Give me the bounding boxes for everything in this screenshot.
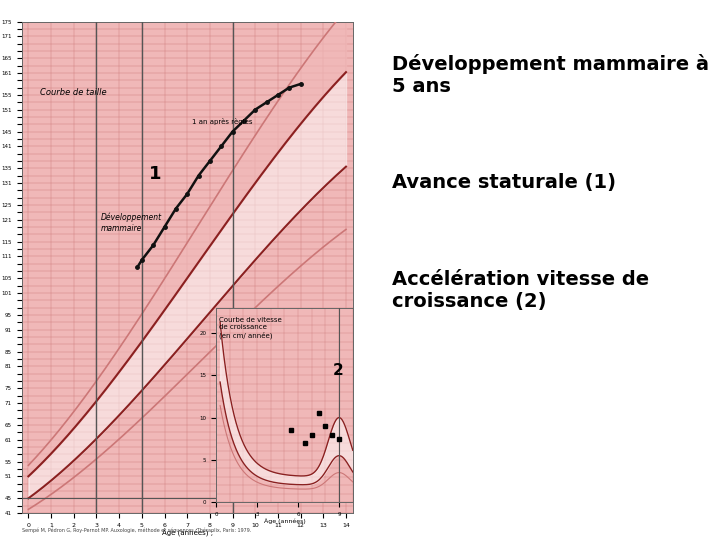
X-axis label: Âge (années): Âge (années) — [264, 518, 305, 524]
Text: Courbe de vitesse
de croissance
(en cm/ année): Courbe de vitesse de croissance (en cm/ … — [219, 317, 282, 339]
Text: Courbe de taille: Courbe de taille — [40, 88, 107, 97]
Text: 1 an après règles: 1 an après règles — [192, 118, 252, 125]
Text: Développement mammaire à
5 ans: Développement mammaire à 5 ans — [392, 54, 708, 96]
Text: 2: 2 — [333, 363, 343, 379]
Text: Sempé M, Pédron G, Roy-Pernot MP. Auxologie, méthode et séquences. Théraplix, Pa: Sempé M, Pédron G, Roy-Pernot MP. Auxolo… — [22, 528, 251, 533]
X-axis label: Âge (années) ;: Âge (années) ; — [161, 529, 213, 537]
Text: Avance staturale (1): Avance staturale (1) — [392, 173, 616, 192]
Text: Développement
mammaire: Développement mammaire — [101, 213, 162, 233]
Text: Accélération vitesse de
croissance (2): Accélération vitesse de croissance (2) — [392, 270, 649, 311]
Text: 1: 1 — [148, 165, 161, 183]
